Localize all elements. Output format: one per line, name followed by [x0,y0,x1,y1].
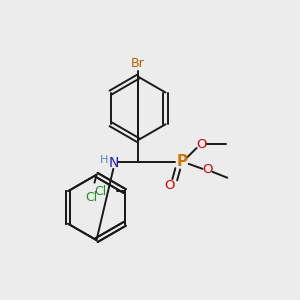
Text: P: P [176,154,187,169]
Text: N: N [108,156,118,170]
Text: O: O [202,163,213,176]
Text: O: O [196,138,207,151]
Text: H: H [100,155,108,165]
Text: Cl: Cl [95,184,107,198]
Text: Br: Br [131,57,145,70]
Text: Cl: Cl [85,190,98,204]
Text: O: O [165,179,175,192]
